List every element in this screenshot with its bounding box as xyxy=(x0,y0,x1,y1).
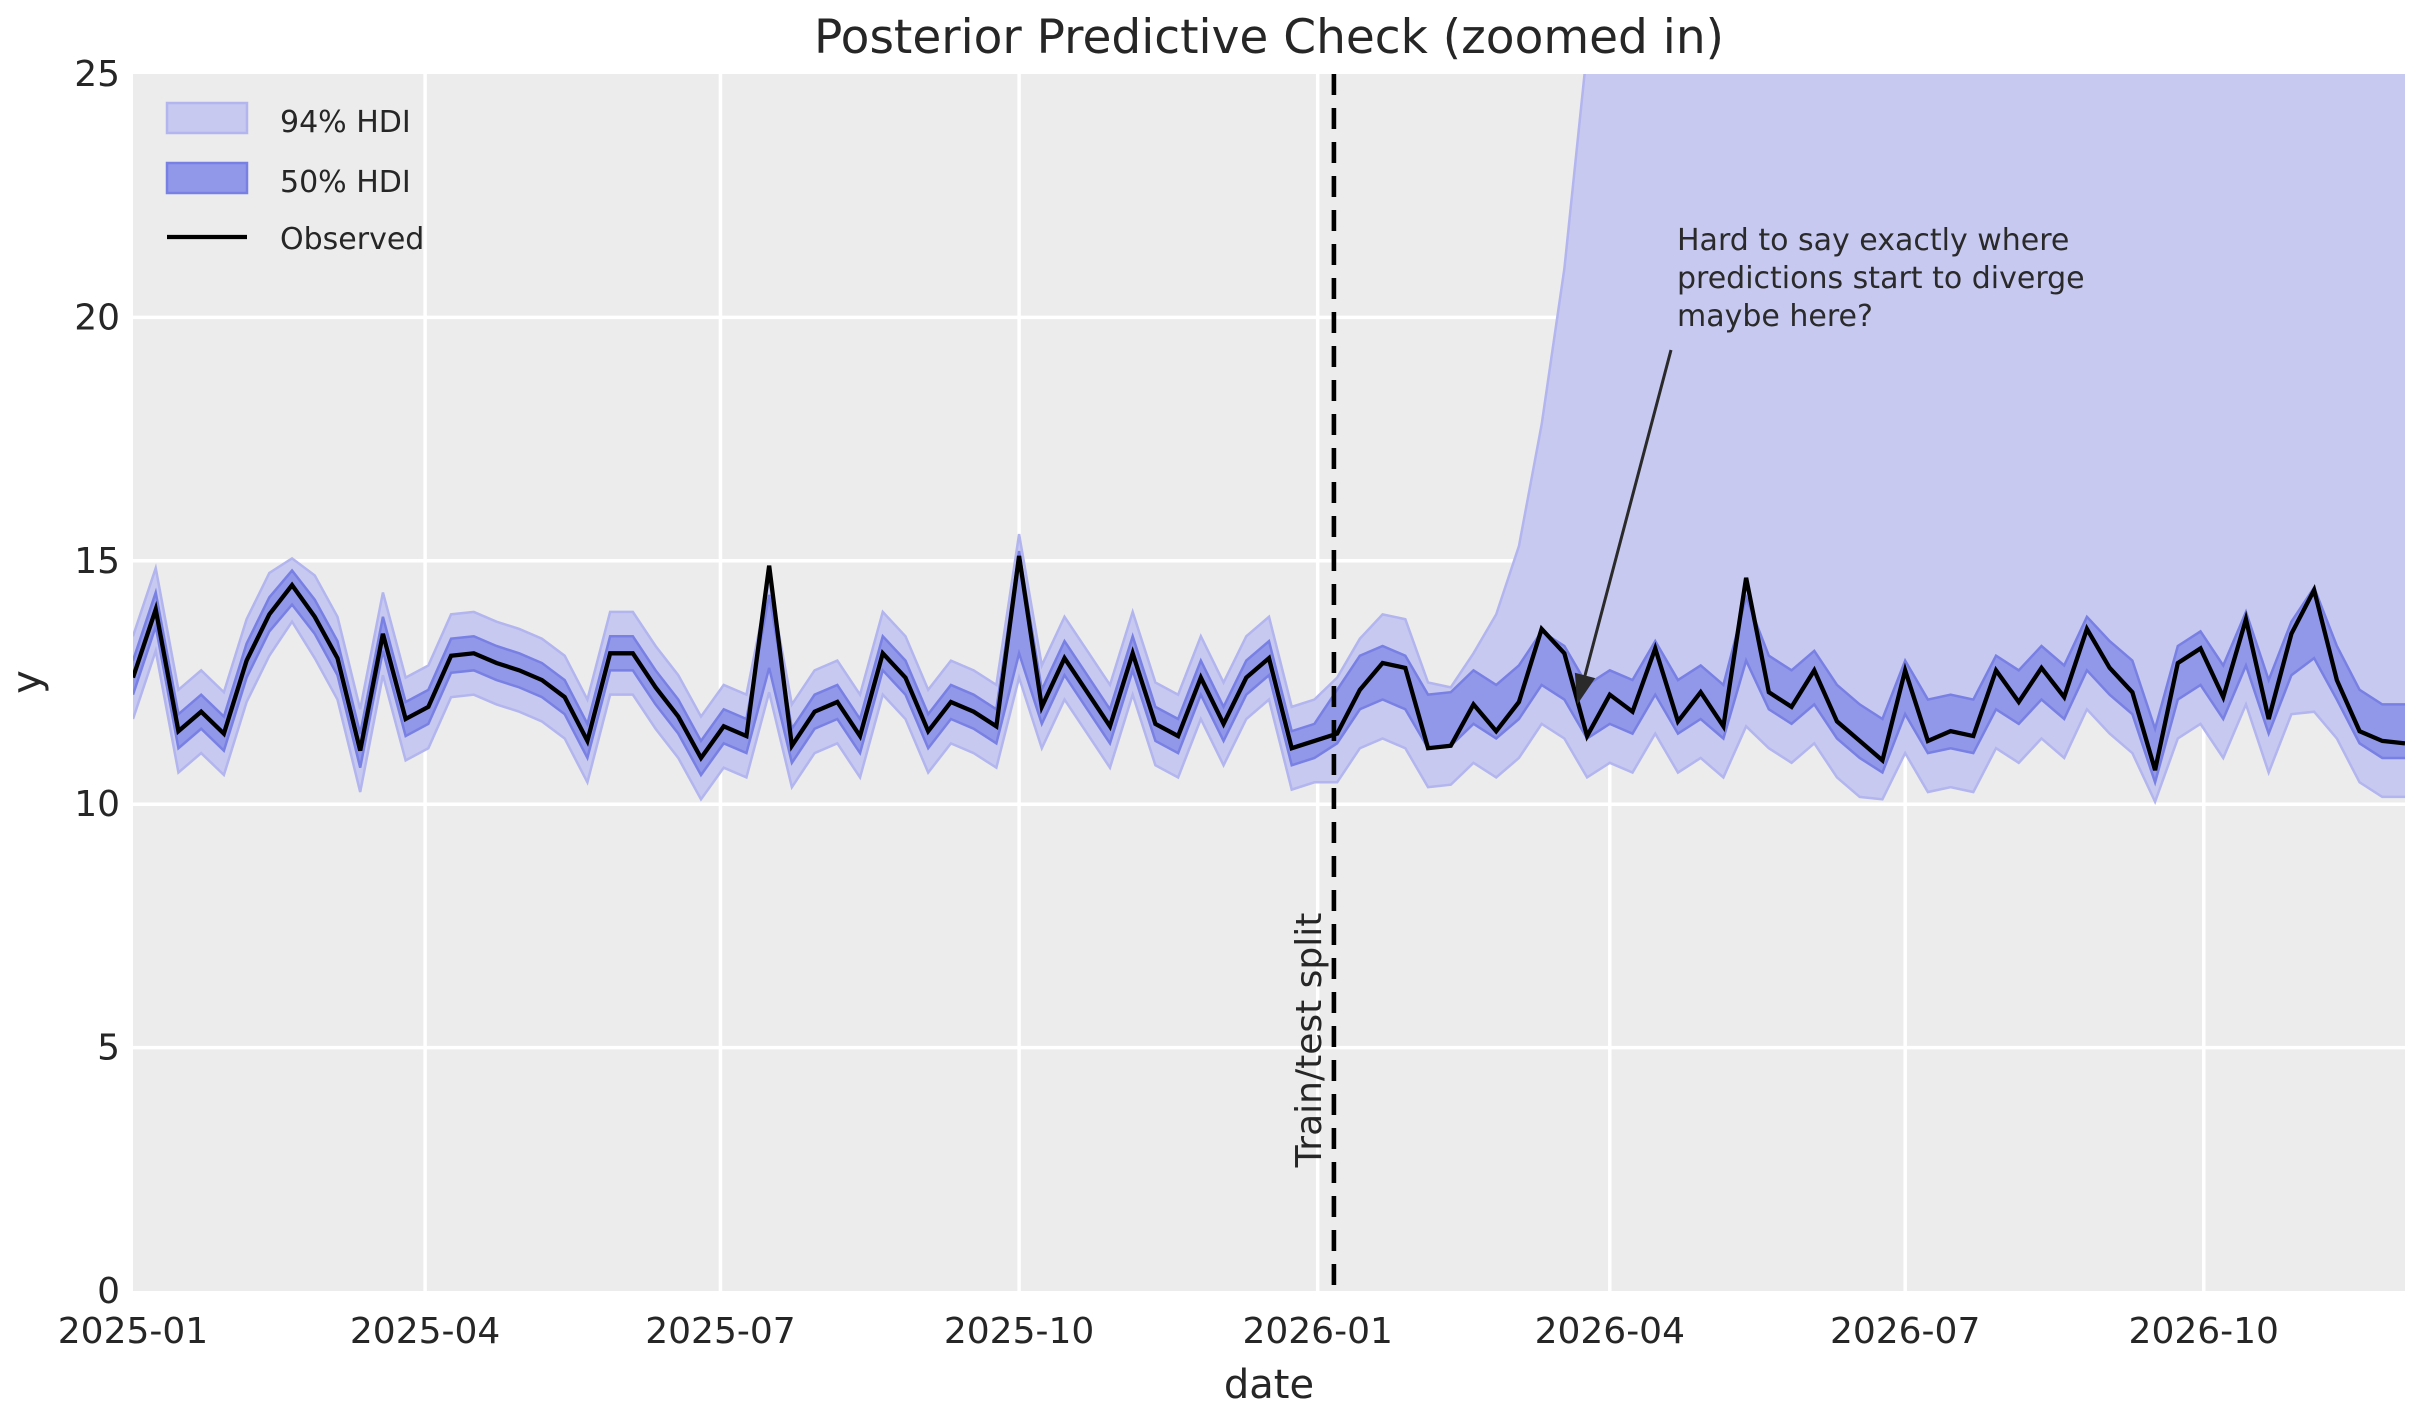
annotation: Hard to say exactly where predictions st… xyxy=(1574,223,2085,705)
legend-label-50-hdi: 50% HDI xyxy=(280,165,411,200)
hdi-94-lower-edge xyxy=(133,619,2405,806)
y-tick-label: 20 xyxy=(74,297,120,338)
x-tick-label: 2025-07 xyxy=(645,1311,795,1352)
hdi-50-lower-edge xyxy=(133,602,2405,787)
y-axis-ticks: 0 5 10 15 20 25 xyxy=(74,54,120,1312)
hdi-94-band xyxy=(133,74,2405,802)
legend-swatch-94-hdi xyxy=(165,101,249,135)
hdi-94-upper-edge xyxy=(133,74,1586,719)
x-axis-ticks: 2025-01 2025-04 2025-07 2025-10 2026-01 2026-… xyxy=(58,1311,2279,1352)
chart-title: Posterior Predictive Check (zoomed in) xyxy=(814,10,1724,65)
annotation-line-2: predictions start to diverge xyxy=(1677,261,2085,296)
x-tick-label: 2025-04 xyxy=(350,1311,500,1352)
y-tick-label: 10 xyxy=(74,784,120,825)
legend: 94% HDI 50% HDI Observed xyxy=(165,101,424,257)
x-tick-label: 2026-10 xyxy=(2129,1311,2279,1352)
legend-swatch-50-hdi xyxy=(165,161,249,195)
y-axis-label: y xyxy=(4,670,50,694)
legend-label-observed: Observed xyxy=(280,222,424,257)
x-tick-label: 2026-07 xyxy=(1830,1311,1980,1352)
data-layers xyxy=(133,74,2405,1291)
y-tick-label: 5 xyxy=(97,1028,120,1069)
annotation-line-3: maybe here? xyxy=(1677,299,1873,334)
y-tick-label: 15 xyxy=(74,541,120,582)
y-tick-label: 0 xyxy=(97,1271,120,1312)
x-tick-label: 2025-10 xyxy=(944,1311,1094,1352)
annotation-line-1: Hard to say exactly where xyxy=(1677,223,2069,258)
train-test-split-label: Train/test split xyxy=(1289,913,1330,1169)
hdi-50-upper-edge xyxy=(133,550,2405,744)
legend-label-94-hdi: 94% HDI xyxy=(280,105,411,140)
annotation-arrow-shaft xyxy=(1582,349,1673,682)
x-axis-label: date xyxy=(1224,1362,1314,1408)
x-tick-label: 2025-01 xyxy=(58,1311,208,1352)
observed-line xyxy=(133,555,2405,771)
x-tick-label: 2026-04 xyxy=(1535,1311,1685,1352)
x-tick-label: 2026-01 xyxy=(1242,1311,1392,1352)
annotation-arrow-head xyxy=(1574,672,1596,705)
y-tick-label: 25 xyxy=(74,54,120,95)
